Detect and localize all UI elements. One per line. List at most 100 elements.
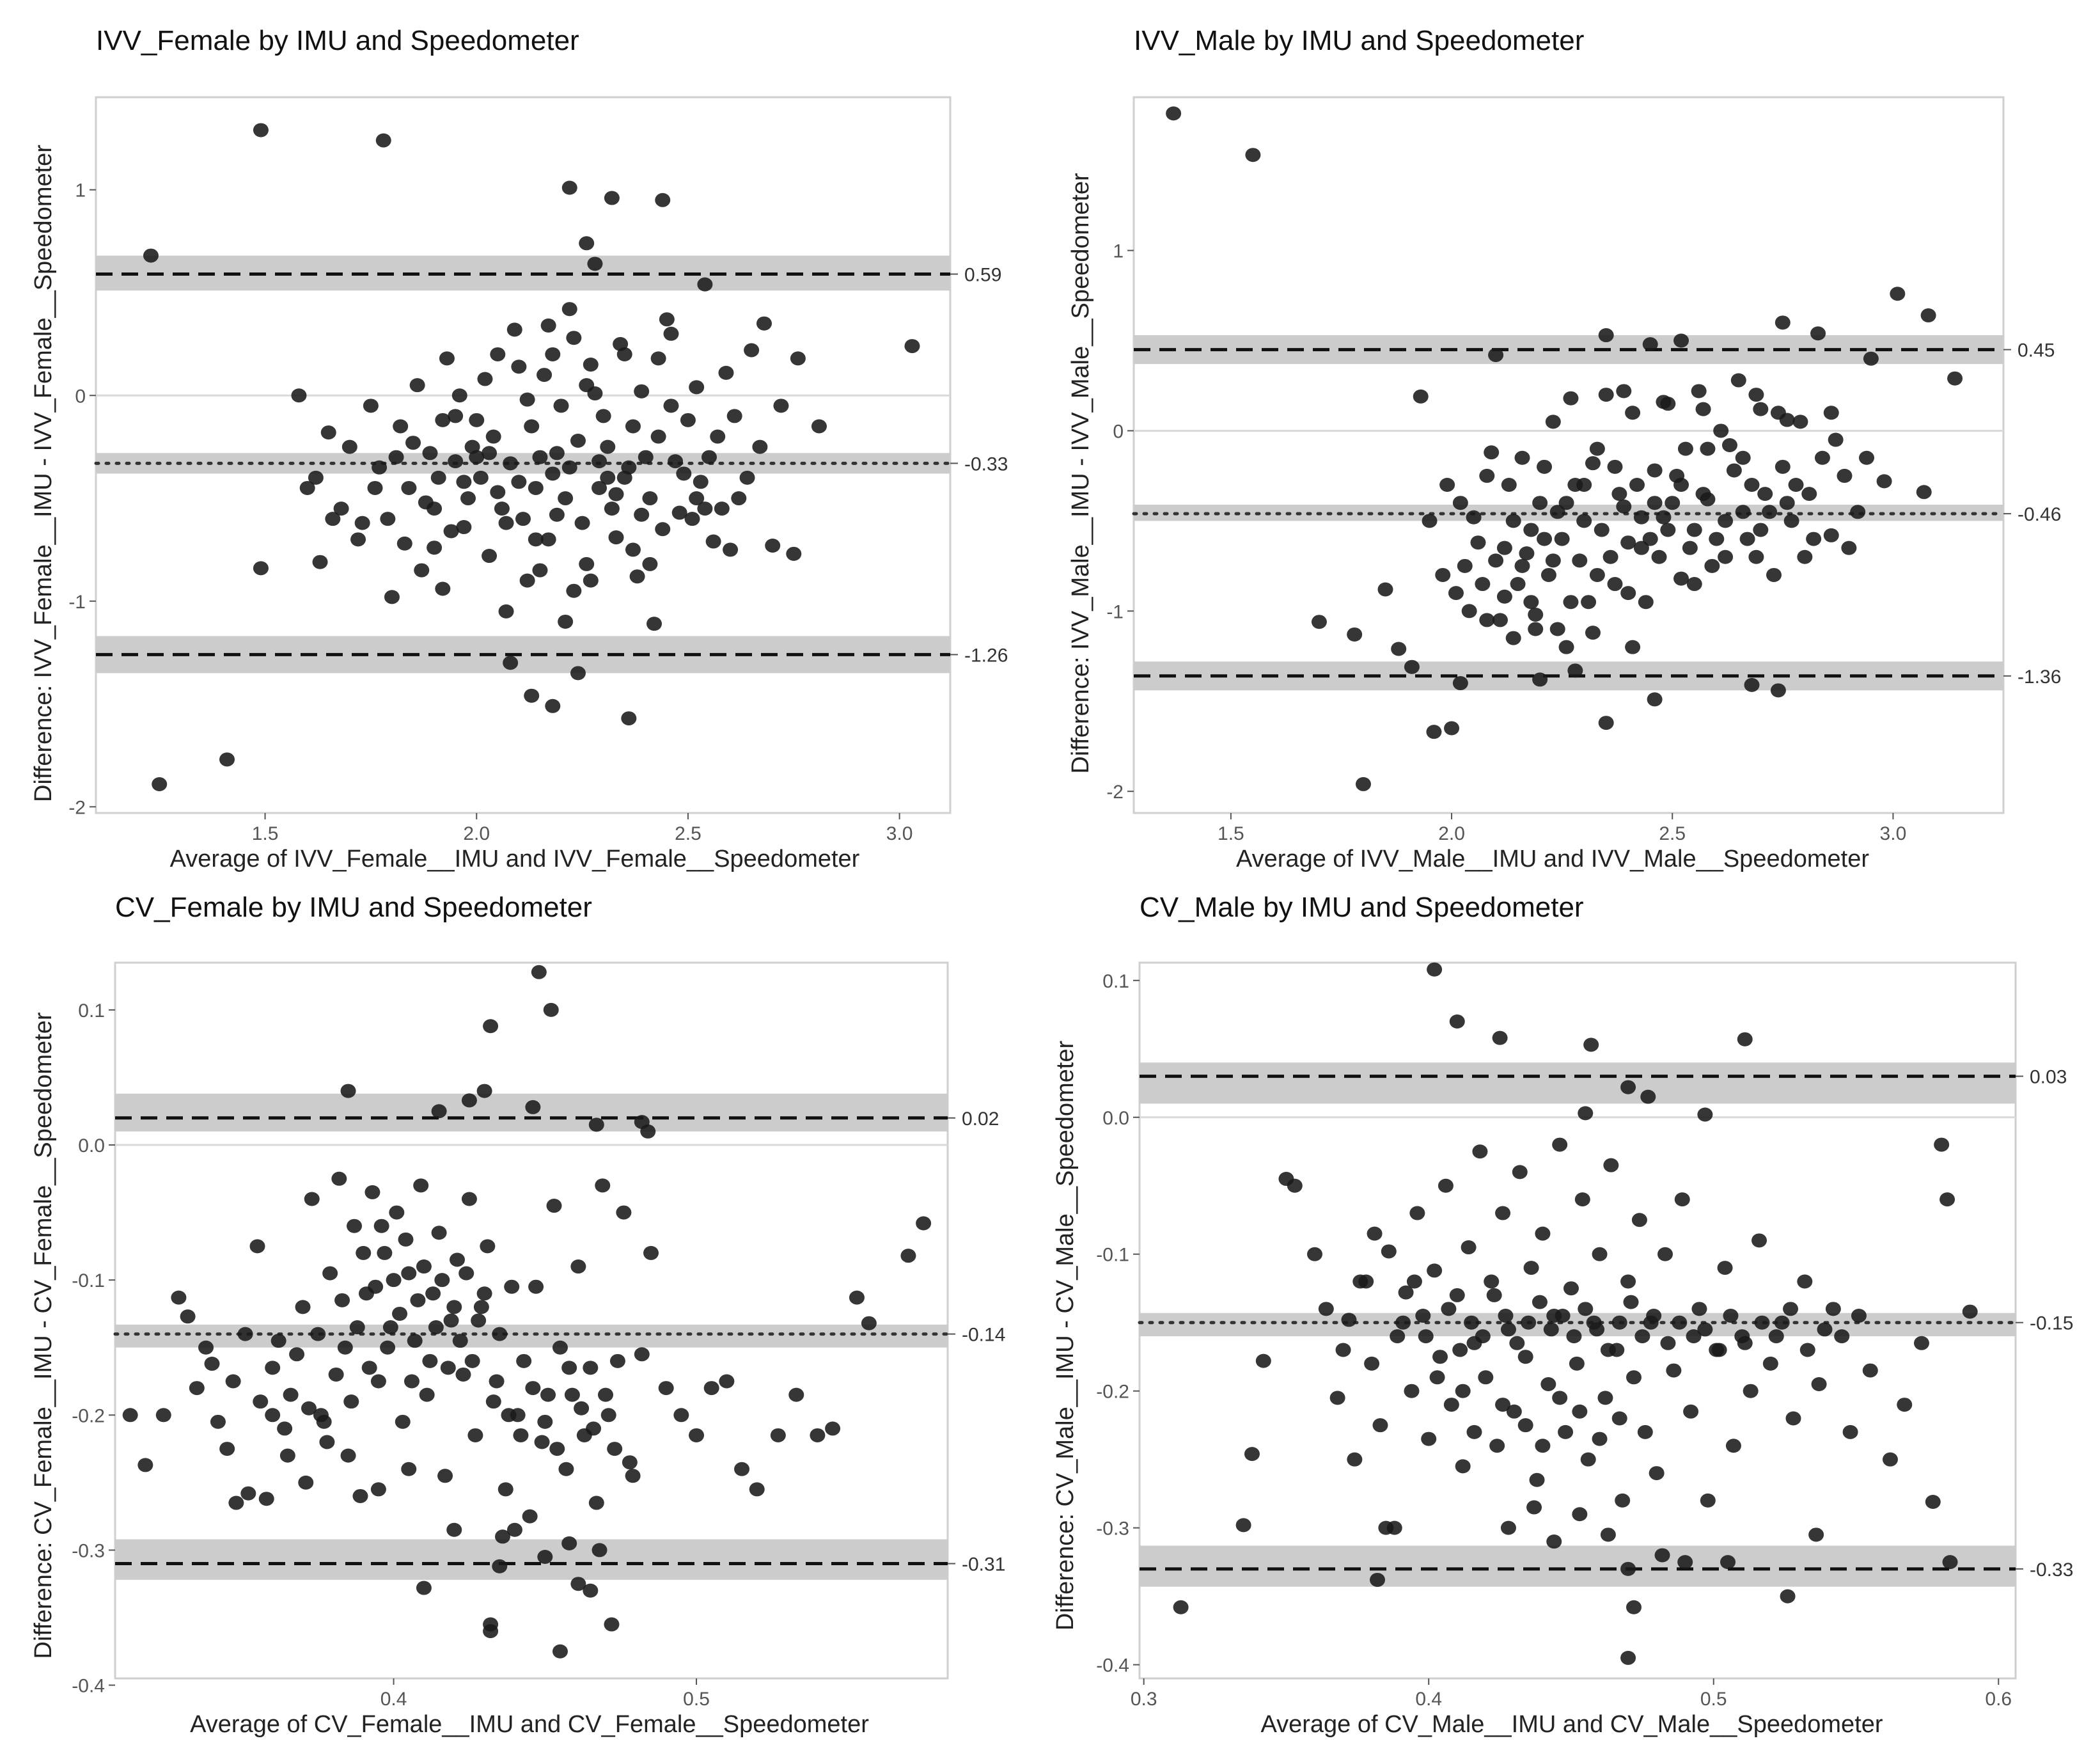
data-point: [1651, 549, 1667, 564]
data-point: [1851, 1309, 1867, 1323]
data-point: [549, 507, 565, 522]
data-point: [543, 1002, 559, 1017]
data-point: [1682, 540, 1698, 555]
data-point: [1505, 631, 1521, 645]
data-point: [1695, 487, 1711, 501]
data-point: [528, 532, 544, 547]
data-point: [570, 666, 586, 681]
data-point: [1633, 510, 1649, 525]
x-axis-label: Average of IVV_Female__IMU and IVV_Femal…: [170, 846, 860, 872]
data-point: [904, 339, 920, 354]
data-point: [1555, 1309, 1571, 1323]
x-tick-label: 2.5: [1659, 823, 1686, 844]
data-point: [427, 501, 443, 516]
data-point: [1364, 1356, 1380, 1371]
data-point: [1381, 1244, 1397, 1259]
data-point: [1623, 1295, 1639, 1309]
data-point: [1552, 1137, 1568, 1152]
data-point: [1686, 577, 1702, 592]
data-point: [1427, 1263, 1443, 1278]
data-point: [561, 460, 577, 475]
data-point: [1449, 1288, 1465, 1302]
plot-frame: [1132, 96, 2005, 814]
data-point: [347, 1219, 363, 1233]
data-point: [1806, 532, 1822, 546]
plot-area: 0.59 -0.33 -1.26 1.5 2.0 2.5 3.0 -2 -1 0 1: [68, 96, 1008, 844]
data-point: [1620, 1561, 1636, 1576]
data-point: [333, 501, 349, 516]
data-point: [1897, 1398, 1913, 1412]
data-point: [370, 1374, 386, 1389]
data-point: [312, 555, 328, 569]
data-point: [389, 1205, 405, 1220]
data-point: [388, 450, 404, 464]
data-point: [473, 1300, 489, 1314]
data-point: [1748, 549, 1764, 564]
data-point: [513, 1428, 529, 1442]
y-tick-label: -0.1: [72, 1270, 105, 1291]
data-point: [331, 1171, 347, 1186]
data-point: [1526, 1500, 1542, 1515]
data-point: [1576, 478, 1592, 493]
data-point: [325, 512, 341, 526]
data-point: [634, 384, 650, 398]
data-point: [361, 1361, 377, 1375]
data-point: [1811, 1376, 1827, 1391]
data-point: [1916, 485, 1932, 500]
data-point: [431, 1226, 447, 1240]
data-point: [320, 425, 336, 440]
data-point: [386, 1273, 402, 1288]
data-point: [1597, 1391, 1613, 1405]
data-point: [561, 1536, 577, 1550]
data-point: [1475, 1329, 1491, 1344]
data-point: [1537, 532, 1553, 546]
data-point: [277, 1421, 293, 1436]
data-point: [240, 1486, 256, 1501]
data-point: [1523, 523, 1539, 537]
data-point: [1404, 1384, 1420, 1398]
data-point: [1947, 371, 1963, 386]
data-point: [265, 1408, 281, 1423]
data-point: [1780, 1589, 1796, 1604]
data-point: [422, 1353, 438, 1368]
data-point: [1677, 441, 1693, 456]
data-point: [316, 1414, 332, 1429]
data-point: [1532, 496, 1548, 510]
y-tick-label: 0.0: [1102, 1108, 1129, 1129]
data-point: [1656, 510, 1672, 525]
data-point: [1391, 642, 1407, 656]
data-point: [283, 1387, 299, 1402]
data-point: [545, 466, 561, 481]
data-point: [752, 439, 768, 454]
data-point: [663, 326, 679, 341]
data-point: [485, 429, 501, 444]
y-tick-label: 0: [1113, 421, 1124, 442]
data-point: [489, 1374, 505, 1389]
data-point: [592, 454, 607, 469]
data-point: [1255, 1353, 1271, 1368]
data-point: [1452, 676, 1468, 691]
data-point: [684, 512, 700, 526]
data-point: [1600, 1343, 1616, 1357]
data-point: [1709, 532, 1725, 546]
data-point: [650, 429, 666, 444]
data-point: [532, 450, 548, 464]
data-point: [1578, 1302, 1594, 1316]
data-point: [1882, 1452, 1898, 1467]
data-point: [621, 711, 637, 726]
data-point: [1488, 348, 1504, 363]
data-point: [1720, 1555, 1736, 1570]
y-tick-label: -0.3: [1096, 1518, 1129, 1540]
x-tick-label: 1.5: [1218, 823, 1244, 844]
data-point: [516, 1353, 532, 1368]
data-point: [304, 1192, 320, 1206]
data-point: [492, 1559, 508, 1574]
y-tick-label: -0.2: [72, 1405, 105, 1426]
data-point: [1449, 1014, 1465, 1029]
data-point: [384, 590, 400, 604]
data-point: [1489, 1439, 1505, 1453]
x-tick-label: 0.4: [1415, 1689, 1442, 1710]
data-point: [1620, 586, 1636, 601]
data-point: [1762, 1356, 1778, 1371]
data-point: [726, 409, 742, 423]
